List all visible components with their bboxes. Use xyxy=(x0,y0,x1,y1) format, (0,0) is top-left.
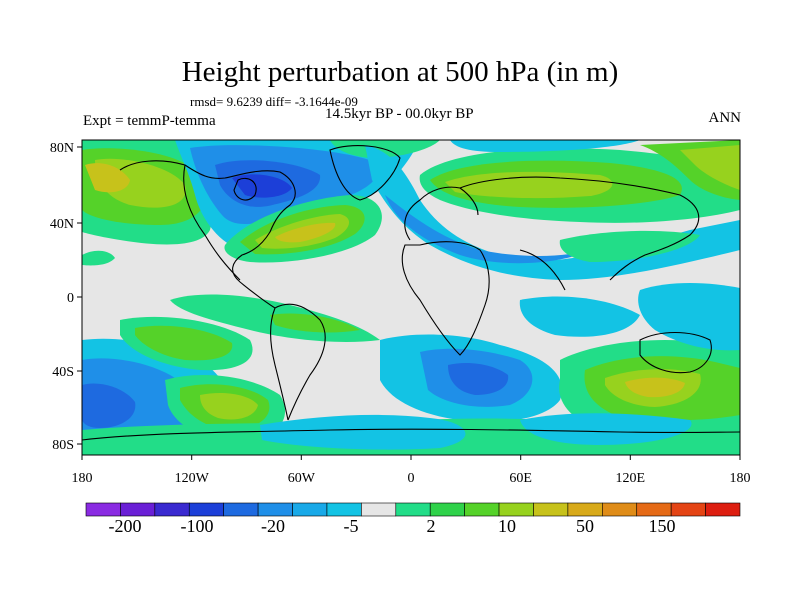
field-region xyxy=(82,250,115,266)
y-tick-label: 40S xyxy=(52,365,74,380)
coast-south-america-west xyxy=(269,307,289,421)
colorbar xyxy=(85,502,741,517)
colorbar-swatch xyxy=(498,502,534,517)
colorbar-label: -20 xyxy=(261,516,285,536)
y-tick-label: 0 xyxy=(67,291,74,306)
coast-africa xyxy=(401,241,490,356)
coast-india xyxy=(519,249,566,291)
field-region xyxy=(135,325,233,361)
season-label: ANN xyxy=(708,110,742,126)
coast-south-america-east xyxy=(274,303,326,421)
colorbar-swatch xyxy=(154,502,190,517)
axis-ticks xyxy=(77,146,741,460)
field-region xyxy=(519,296,640,337)
y-tick-label: 80S xyxy=(52,438,74,453)
x-tick-label: 180 xyxy=(72,471,93,486)
colorbar-swatch xyxy=(257,502,293,517)
colorbar-swatch xyxy=(120,502,156,517)
colorbar-swatch xyxy=(602,502,638,517)
field-region xyxy=(625,377,685,398)
period-label: 14.5kyr BP - 00.0kyr BP xyxy=(325,106,474,122)
statistics-text: rmsd= 9.6239 diff= -3.1644e-09 xyxy=(190,94,358,109)
y-tick-label: 40N xyxy=(50,217,74,232)
field-region xyxy=(270,313,360,333)
colorbar-swatch xyxy=(188,502,224,517)
field-region xyxy=(200,393,258,420)
x-tick-label: 60W xyxy=(288,471,316,486)
field-region xyxy=(559,230,700,262)
colorbar-swatch xyxy=(223,502,259,517)
colorbar-labels: -200 -100 -20 -5 2 10 50 150 xyxy=(109,516,676,536)
field-region xyxy=(520,413,692,445)
colorbar-swatch xyxy=(464,502,500,517)
colorbar-swatch xyxy=(326,502,362,517)
x-tick-label: 180 xyxy=(730,471,751,486)
colorbar-swatch xyxy=(395,502,431,517)
colorbar-swatch xyxy=(705,502,741,517)
colorbar-label: -5 xyxy=(344,516,359,536)
colorbar-label: 150 xyxy=(649,516,676,536)
x-tick-label: 120W xyxy=(175,471,210,486)
height-field xyxy=(82,140,740,455)
field-region xyxy=(260,414,466,450)
colorbar-swatch xyxy=(361,502,397,517)
field-region xyxy=(450,140,640,152)
colorbar-swatch xyxy=(670,502,706,517)
coast-australia xyxy=(639,332,712,374)
colorbar-label: -200 xyxy=(109,516,142,536)
colorbar-label: 50 xyxy=(576,516,594,536)
colorbar-label: 2 xyxy=(427,516,436,536)
colorbar-swatch xyxy=(636,502,672,517)
coast-greenland xyxy=(329,145,401,201)
x-tick-label: 60E xyxy=(509,471,532,486)
field-region xyxy=(680,145,740,190)
colorbar-label: 10 xyxy=(498,516,516,536)
colorbar-swatch xyxy=(429,502,465,517)
colorbar-swatch xyxy=(292,502,328,517)
colorbar-swatch xyxy=(533,502,569,517)
field-region xyxy=(82,383,136,428)
field-region xyxy=(232,174,292,198)
colorbar-label: -100 xyxy=(181,516,214,536)
coastlines xyxy=(82,145,740,441)
coast-antarctica xyxy=(82,428,740,441)
coast-north-america-west xyxy=(183,164,241,281)
field-region xyxy=(275,222,336,243)
plot-title: Height perturbation at 500 hPa (in m) xyxy=(181,56,619,88)
coast-europe xyxy=(404,186,479,241)
field-region xyxy=(448,363,509,395)
coast-asia xyxy=(459,176,700,281)
x-tick-label: 120E xyxy=(616,471,646,486)
colorbar-swatch xyxy=(85,502,121,517)
experiment-label: Expt = temmP-temma xyxy=(83,113,216,129)
colorbar-swatch xyxy=(567,502,603,517)
y-tick-label: 80N xyxy=(50,141,74,156)
field-region xyxy=(385,195,590,264)
field-region xyxy=(85,163,130,193)
x-tick-label: 0 xyxy=(408,471,415,486)
coast-hudson-bay xyxy=(233,177,257,201)
